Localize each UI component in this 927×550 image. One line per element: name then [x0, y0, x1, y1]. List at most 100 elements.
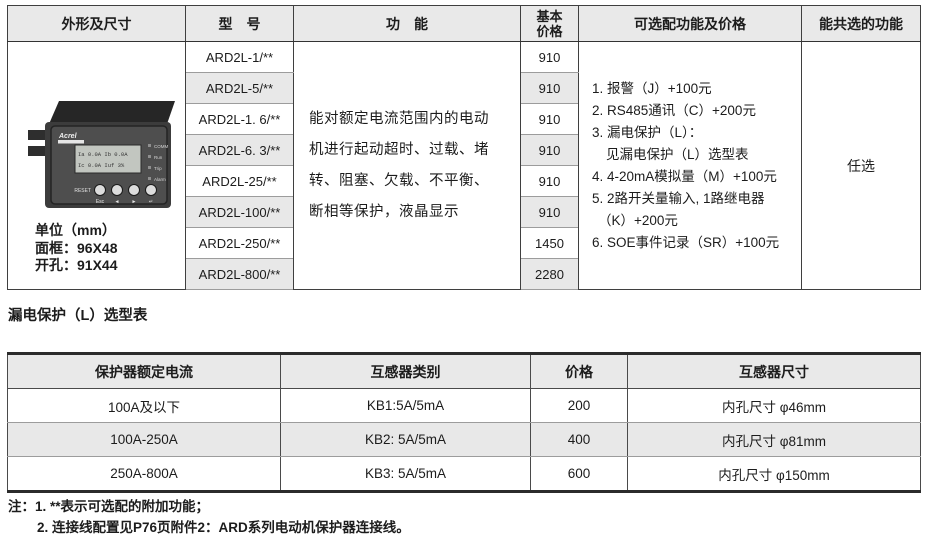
brand-logo-bar [58, 140, 84, 144]
leakage-protection-table: 保护器额定电流 互感器类别 价格 互感器尺寸 100A及以下 KB1:5A/5m… [7, 352, 921, 493]
button-right-label: ► [132, 199, 137, 205]
header-optional-functions: 可选配功能及价格 [578, 5, 802, 42]
optional-item-continuation: （K）+200元 [598, 212, 678, 228]
footnotes: 注： 1. **表示可选配的附加功能； 2. 连接线配置见P76页附件2：ARD… [8, 496, 410, 538]
table-row: ARD2L-800/** 2280 [8, 258, 921, 290]
optional-item: 4. 4-20mA模拟量（M）+100元 [592, 168, 777, 184]
button-esc-label: Esc [96, 199, 105, 205]
function-cell: 能对额定电流范围内的电动 机进行起动超时、过载、堵 转、阻塞、欠载、不平衡、 断… [293, 41, 521, 290]
table-row: ARD2L-250/** 1450 [8, 227, 921, 259]
model-cell: ARD2L-800/** [185, 258, 294, 290]
price-cell: 910 [520, 103, 579, 135]
optional-functions-cell: 1. 报警（J）+100元 2. RS485通讯（C）+200元 3. 漏电保护… [578, 41, 802, 290]
price-cell: 1450 [520, 227, 579, 259]
led-run-icon [148, 155, 151, 159]
button-left-label: ◄ [115, 199, 120, 205]
model-cell: ARD2L-250/** [185, 227, 294, 259]
lcd-line1: Ia 0.0A Ib 0.0A [78, 151, 128, 158]
optional-item: 1. 报警（J）+100元 [592, 80, 712, 96]
led-comm-icon [148, 144, 151, 148]
reset-label: RESET [74, 188, 91, 194]
model-cell: ARD2L-1/** [185, 41, 294, 73]
model-cell: ARD2L-100/** [185, 196, 294, 228]
leakage-table-title: 漏电保护（L）选型表 [8, 308, 148, 324]
lcd-display [74, 144, 142, 174]
rated-current-cell: 100A-250A [7, 422, 281, 457]
price-cell: 910 [520, 72, 579, 104]
led-alarm-icon [148, 177, 151, 181]
device-photo-block: Acrel Ia 0.0A Ib 0.0A Ic 0.0A Iuf 3% COM… [9, 56, 184, 275]
price-cell: 910 [520, 196, 579, 228]
button-enter-icon [145, 184, 157, 197]
product-selection-table: 外形及尺寸 型 号 功 能 基本 价格 可选配功能及价格 能共选的功能 [7, 5, 921, 290]
dimension-cutout: 开孔：91X44 [35, 257, 118, 274]
led-comm-label: COMM [154, 144, 168, 149]
dimension-unit: 单位（mm） [35, 222, 116, 239]
transformer-type-cell: KB2: 5A/5mA [280, 422, 531, 457]
button-enter-label: ↵ [149, 199, 153, 205]
transformer-size-cell: 内孔尺寸 φ81mm [627, 422, 921, 457]
function-line: 转、阻塞、欠载、不平衡、 [309, 172, 489, 189]
model-cell: ARD2L-6. 3/** [185, 134, 294, 166]
optional-item: 3. 漏电保护（L）： [592, 124, 703, 140]
price-cell: 600 [530, 456, 628, 492]
table-row: ARD2L-100/** 910 [8, 196, 921, 228]
header-price: 价格 [530, 353, 628, 389]
model-cell: ARD2L-1. 6/** [185, 103, 294, 135]
function-line: 机进行起动超时、过载、堵 [309, 141, 489, 158]
header-transformer-type: 互感器类别 [280, 353, 531, 389]
led-run-label: Run [154, 155, 163, 160]
rated-current-cell: 100A及以下 [7, 388, 281, 423]
device-photo: Acrel Ia 0.0A Ib 0.0A Ic 0.0A Iuf 3% COM… [28, 101, 175, 209]
price-cell: 910 [520, 41, 579, 73]
transformer-type-cell: KB3: 5A/5mA [280, 456, 531, 492]
dimension-text: 单位（mm） 面框：96X48 开孔：91X44 [35, 222, 184, 275]
model-cell: ARD2L-25/** [185, 165, 294, 197]
led-trip-label: Trip [154, 166, 162, 171]
mount-tab-icon [28, 146, 54, 157]
price-cell: 2280 [520, 258, 579, 290]
header-function: 功 能 [293, 5, 521, 42]
co-select-cell: 任选 [801, 41, 921, 290]
appearance-cell: Acrel Ia 0.0A Ib 0.0A Ic 0.0A Iuf 3% COM… [7, 41, 186, 290]
footnote-2: 2. 连接线配置见P76页附件2：ARD系列电动机保护器连接线。 [37, 520, 410, 535]
price-cell: 400 [530, 422, 628, 457]
brand-logo: Acrel [58, 133, 78, 140]
header-base-price-line2: 价格 [536, 23, 563, 39]
header-appearance: 外形及尺寸 [7, 5, 186, 42]
transformer-size-cell: 内孔尺寸 φ150mm [627, 456, 921, 492]
table-row: ARD2L-1. 6/** 910 [8, 103, 921, 135]
header-model: 型 号 [185, 5, 294, 42]
header-base-price-line1: 基本 [536, 8, 563, 24]
footnote-prefix: 注： [8, 499, 35, 514]
table-row: Acrel Ia 0.0A Ib 0.0A Ic 0.0A Iuf 3% COM… [7, 41, 921, 290]
led-alarm-label: Alarm [154, 177, 166, 182]
lcd-line2: Ic 0.0A Iuf 3% [78, 162, 125, 169]
function-line: 能对额定电流范围内的电动 [309, 110, 489, 127]
header-rated-current: 保护器额定电流 [7, 353, 281, 389]
table-row: 250A-800A KB3: 5A/5mA 600 内孔尺寸 φ150mm [7, 456, 921, 492]
dimension-frame: 面框：96X48 [35, 239, 118, 256]
function-line: 断相等保护，液晶显示 [309, 203, 459, 220]
button-left-icon [111, 184, 123, 197]
optional-item: 2. RS485通讯（C）+200元 [592, 102, 756, 118]
model-cell: ARD2L-5/** [185, 72, 294, 104]
price-cell: 200 [530, 388, 628, 423]
header-co-selectable: 能共选的功能 [801, 5, 921, 42]
table-row: 100A及以下 KB1:5A/5mA 200 内孔尺寸 φ46mm [7, 388, 921, 423]
optional-item: 6. SOE事件记录（SR）+100元 [592, 234, 780, 250]
product-table-header-row: 外形及尺寸 型 号 功 能 基本 价格 可选配功能及价格 能共选的功能 [7, 5, 921, 42]
button-esc-icon [94, 184, 106, 197]
device-top-face [49, 101, 175, 125]
header-transformer-size: 互感器尺寸 [627, 353, 921, 389]
footnote-1: 注： 1. **表示可选配的附加功能； [8, 496, 410, 517]
table-row: ARD2L-6. 3/** 910 [8, 134, 921, 166]
price-cell: 910 [520, 165, 579, 197]
header-base-price: 基本 价格 [520, 5, 579, 42]
button-right-icon [128, 184, 140, 197]
table-row: ARD2L-25/** 910 [8, 165, 921, 197]
led-trip-icon [148, 166, 151, 170]
leakage-table-header-row: 保护器额定电流 互感器类别 价格 互感器尺寸 [7, 353, 921, 389]
price-cell: 910 [520, 134, 579, 166]
